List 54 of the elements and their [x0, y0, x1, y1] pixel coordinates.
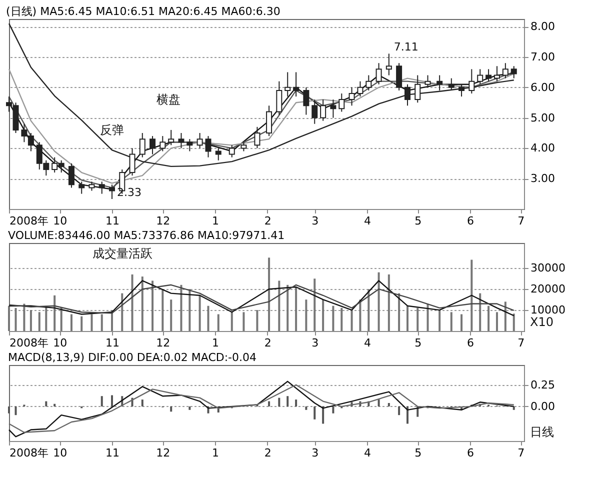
y-tick-label: 3.00 — [530, 172, 555, 186]
x-tick-label: 11 — [106, 446, 120, 460]
annotation: 2.33 — [117, 186, 142, 199]
text: 日线 — [530, 425, 554, 439]
x-tick-label: 2 — [264, 336, 272, 350]
y-tick-label: 5.00 — [530, 111, 555, 124]
x-tick-label: 5 — [414, 446, 422, 460]
x-tick-label: 10 — [53, 336, 68, 350]
x-tick-label: 7 — [518, 336, 525, 350]
x-tick-label: 3 — [312, 446, 319, 460]
x-tick-label: 6 — [466, 446, 474, 460]
chart-title: VOLUME:83446.00 MA5:73376.86 MA10:97971.41 — [8, 229, 285, 242]
x-tick-label: 12 — [156, 336, 170, 350]
chart-title: (日线) MA5:6.45 MA10:6.51 MA20:6.45 MA60:6.30 — [6, 5, 280, 18]
x-tick-label: 3 — [312, 214, 319, 228]
annotation: 成交量活跃 — [92, 246, 152, 261]
annotation: 横盘 — [156, 92, 181, 106]
y-tick-label: 10000 — [530, 304, 566, 317]
x-tick-label: 2008年 — [10, 214, 48, 228]
x-tick-label: 1 — [212, 214, 219, 228]
y-tick-label: 0.00 — [530, 400, 555, 413]
x-tick-label: 2008年 — [10, 336, 48, 350]
x-tick-label: 1 — [212, 446, 219, 460]
x-tick-label: 4 — [364, 336, 371, 350]
x-tick-label: 5 — [414, 214, 422, 228]
x-tick-label: 6 — [466, 336, 474, 350]
x-tick-label: 12 — [156, 214, 170, 228]
x-tick-label: 2008年 — [10, 446, 48, 460]
y-tick-label: 8.00 — [530, 20, 555, 34]
x-tick-label: 11 — [106, 214, 120, 228]
x-tick-label: 4 — [364, 446, 371, 460]
x-tick-label: 5 — [414, 336, 422, 350]
y-tick-label: 4.00 — [530, 142, 555, 155]
y-tick-label: 7.00 — [530, 50, 555, 64]
x-tick-label: 3 — [312, 336, 319, 350]
annotation: 7.11 — [394, 40, 418, 54]
chart-title: MACD(8,13,9) DIF:0.00 DEA:0.02 MACD:-0.04 — [8, 351, 257, 364]
x-tick-label: 4 — [364, 214, 371, 228]
x-tick-label: 1 — [212, 336, 219, 350]
x-tick-label: 7 — [518, 214, 525, 228]
x-tick-label: 12 — [156, 446, 170, 460]
x-tick-label: 7 — [518, 446, 525, 460]
x-tick-label: 2 — [264, 214, 272, 228]
y-tick-label: 6.00 — [530, 80, 555, 94]
x-tick-label: 6 — [466, 214, 474, 228]
y-tick-label: 30000 — [530, 262, 566, 275]
y-tick-label: 0.25 — [530, 378, 555, 392]
text: X10 — [530, 315, 554, 329]
x-tick-label: 11 — [106, 336, 120, 350]
x-tick-label: 2 — [264, 446, 272, 460]
y-tick-label: 20000 — [530, 282, 566, 296]
x-tick-label: 10 — [53, 446, 68, 460]
x-tick-label: 10 — [53, 214, 68, 228]
annotation: 反弹 — [100, 122, 124, 137]
